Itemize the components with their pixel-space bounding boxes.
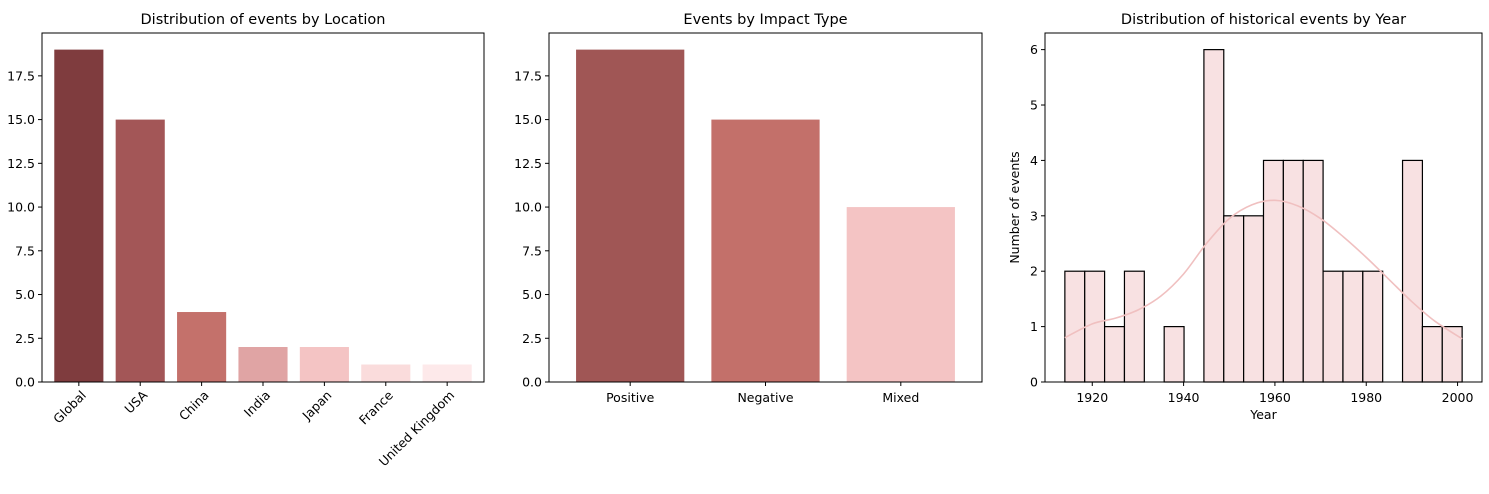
chart-title: Distribution of events by Location [141, 12, 386, 28]
x-tick-label: 1960 [1259, 390, 1291, 405]
y-tick-label: 12.5 [514, 156, 542, 171]
bar [422, 364, 472, 382]
histogram-bar [1282, 159, 1304, 383]
axes-frame [548, 32, 983, 383]
y-tick-label: 4 [1030, 153, 1038, 168]
bar [299, 347, 349, 382]
x-tick-label: 1980 [1350, 390, 1382, 405]
y-tick-label: 15.0 [7, 112, 35, 127]
y-tick-label: 17.5 [514, 68, 542, 83]
y-axis-label: Number of events [1007, 151, 1022, 263]
y-tick-label: 0.0 [522, 375, 542, 390]
histogram-bar [1163, 326, 1185, 383]
histogram-bar [1103, 326, 1126, 383]
histogram-bar [1123, 270, 1145, 383]
histogram-bar [1421, 326, 1443, 383]
impact-bar-chart: Events by Impact Type 0.0 2.5 5.0 7.5 10.0 12.… [514, 12, 983, 405]
y-tick-label: 10.0 [514, 200, 542, 215]
histogram-bar [1342, 270, 1364, 383]
y-tick-label: 5 [1030, 98, 1038, 113]
x-tick-label: 1920 [1076, 390, 1108, 405]
x-tick-label: Global [50, 388, 89, 427]
x-tick-label: Japan [299, 388, 335, 424]
y-tick-label: 17.5 [7, 68, 35, 83]
y-tick-label: 3 [1030, 208, 1038, 223]
y-tick-label: 2.5 [522, 331, 542, 346]
x-tick-label: Negative [737, 390, 793, 405]
y-tick-label: 0.0 [15, 375, 35, 390]
histogram-bar [1064, 270, 1086, 383]
bar [54, 49, 104, 382]
bar [177, 312, 227, 382]
histogram-bar [1441, 326, 1463, 383]
x-tick-label: 2000 [1442, 390, 1474, 405]
bar [846, 207, 955, 382]
x-tick-label: 1940 [1168, 390, 1200, 405]
y-tick-label: 5.0 [522, 287, 542, 302]
bar [576, 49, 685, 382]
y-tick-label: 15.0 [514, 112, 542, 127]
histogram-bar [1243, 215, 1265, 383]
bar [238, 347, 288, 382]
kde-line [1064, 199, 1463, 340]
y-tick-label: 2.5 [15, 331, 35, 346]
y-tick-label: 7.5 [522, 243, 542, 258]
x-axis-label: Year [1249, 407, 1277, 422]
x-tick-label: France [356, 387, 396, 427]
y-tick-label: 0 [1030, 375, 1038, 390]
x-tick-label: China [176, 388, 212, 424]
y-tick-label: 10.0 [7, 200, 35, 215]
y-tick-label: 2 [1030, 264, 1038, 279]
x-tick-label: Mixed [882, 390, 919, 405]
axes-frame [41, 32, 485, 383]
y-tick-label: 5.0 [15, 287, 35, 302]
histogram-bar [1302, 159, 1324, 383]
year-histogram: Distribution of historical events by Yea… [1007, 12, 1483, 422]
histogram-bar [1203, 49, 1225, 383]
y-tick-label: 12.5 [7, 156, 35, 171]
bar [711, 119, 820, 382]
x-tick-label: India [241, 388, 273, 420]
histogram-bar [1362, 270, 1384, 383]
bar [361, 364, 411, 382]
x-tick-label: USA [121, 387, 150, 416]
axes-frame [1044, 32, 1483, 383]
y-tick-label: 1 [1030, 319, 1038, 334]
histogram-bar [1262, 159, 1284, 383]
y-tick-label: 6 [1030, 42, 1038, 57]
histogram-bar [1401, 159, 1424, 383]
chart-title: Events by Impact Type [683, 12, 847, 28]
y-tick-label: 7.5 [15, 243, 35, 258]
chart-title: Distribution of historical events by Yea… [1121, 12, 1406, 28]
x-tick-label: Positive [606, 390, 654, 405]
histogram-bar [1322, 270, 1344, 383]
bar [115, 119, 165, 382]
histogram-bar [1223, 215, 1245, 383]
location-bar-chart: Distribution of events by Location 0.0 2.5… [7, 12, 485, 469]
